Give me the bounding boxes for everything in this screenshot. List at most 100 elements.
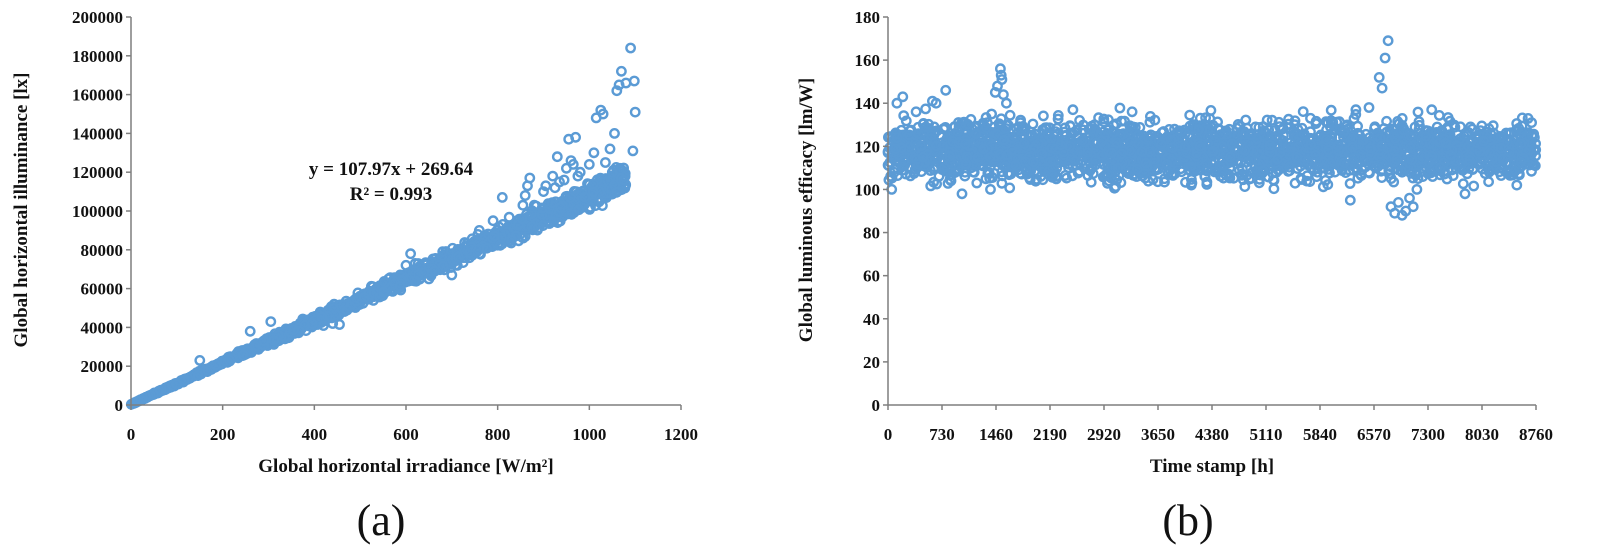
data-point	[588, 147, 600, 159]
data-point	[1076, 155, 1088, 167]
data-point	[1185, 179, 1197, 191]
data-point	[1384, 168, 1396, 179]
data-point	[405, 248, 416, 260]
data-point	[968, 166, 980, 178]
data-point	[1129, 168, 1141, 180]
data-point	[1047, 161, 1058, 173]
data-point	[1325, 104, 1337, 116]
data-point	[944, 156, 956, 168]
panel-b-ticks: 0 20 40 60 80 100 120 140 160 180 0 730 1460 2190 2920…	[855, 8, 1554, 444]
data-point	[1041, 122, 1053, 134]
data-point	[883, 174, 895, 186]
data-point	[1149, 153, 1161, 165]
x-tick-label: 730	[929, 425, 955, 444]
data-point	[611, 85, 623, 97]
y-tick-label: 180	[855, 8, 881, 27]
panel-b-points	[882, 35, 1542, 221]
data-point	[900, 115, 912, 127]
y-tick-label: 0	[115, 396, 124, 415]
y-tick-label: 160	[855, 51, 881, 70]
data-point	[1296, 122, 1308, 134]
data-point	[1320, 134, 1332, 146]
data-point	[931, 178, 942, 190]
data-point	[473, 224, 485, 236]
panel-a-chart: 0 20000 40000 60000 80000 100000 120000 140000 1…	[11, 8, 698, 545]
x-tick-label: 2190	[1033, 425, 1067, 444]
data-point	[891, 132, 903, 144]
data-point	[1504, 146, 1515, 158]
data-point	[1065, 121, 1076, 132]
x-tick-label: 5840	[1303, 425, 1337, 444]
data-point	[1369, 122, 1380, 134]
data-point	[1406, 154, 1418, 166]
data-point	[244, 325, 256, 337]
data-point	[944, 150, 956, 162]
data-point	[1326, 118, 1338, 130]
data-point	[1523, 144, 1535, 156]
data-point	[1161, 158, 1173, 170]
data-point	[194, 354, 206, 366]
data-point	[1216, 141, 1228, 153]
data-point	[1433, 110, 1445, 121]
data-point	[1258, 130, 1270, 142]
data-point	[1302, 155, 1314, 167]
data-point	[998, 89, 1009, 101]
data-point	[524, 172, 536, 184]
y-tick-label: 100	[855, 180, 881, 199]
data-point	[1465, 135, 1477, 147]
data-point	[429, 265, 441, 277]
data-point	[558, 174, 570, 186]
data-point	[910, 106, 922, 118]
data-point	[912, 158, 924, 170]
data-point	[953, 137, 964, 149]
data-point	[437, 246, 449, 258]
data-point	[915, 140, 927, 152]
data-point	[464, 247, 476, 259]
data-point	[249, 341, 261, 352]
data-point	[920, 103, 931, 115]
data-point	[566, 208, 577, 220]
data-point	[925, 180, 937, 192]
y-tick-label: 80	[863, 224, 880, 243]
data-point	[1357, 134, 1369, 146]
data-point	[334, 319, 345, 330]
data-point	[1457, 178, 1469, 190]
data-point	[1116, 115, 1127, 127]
data-point	[962, 119, 974, 130]
y-tick-label: 80000	[81, 241, 124, 260]
data-point	[978, 143, 989, 155]
data-point	[423, 273, 435, 285]
data-point	[1322, 179, 1334, 191]
data-point	[1449, 121, 1461, 133]
x-tick-label: 5110	[1249, 425, 1282, 444]
data-point	[409, 257, 421, 269]
data-point	[328, 303, 340, 315]
data-point	[1289, 115, 1301, 127]
data-point	[587, 186, 599, 198]
data-point	[481, 242, 493, 254]
data-point	[1132, 129, 1144, 141]
x-tick-label: 4380	[1195, 425, 1229, 444]
data-point	[897, 161, 908, 172]
data-point	[1093, 112, 1105, 124]
data-point	[1159, 176, 1170, 188]
data-point	[436, 250, 448, 262]
data-point	[1526, 117, 1538, 129]
data-point	[1243, 144, 1255, 156]
data-point	[940, 122, 951, 133]
data-point	[579, 191, 591, 203]
data-point	[1179, 141, 1191, 153]
data-point	[1272, 153, 1283, 165]
data-point	[1193, 124, 1205, 136]
x-tick-label: 1000	[572, 425, 606, 444]
data-point	[192, 370, 204, 381]
data-point	[533, 222, 544, 234]
data-point	[1407, 201, 1419, 213]
data-point	[985, 183, 996, 195]
data-point	[1523, 127, 1535, 139]
x-tick-label: 0	[127, 425, 136, 444]
data-point	[1087, 168, 1099, 180]
data-point	[998, 134, 1010, 146]
data-point	[1310, 115, 1322, 127]
